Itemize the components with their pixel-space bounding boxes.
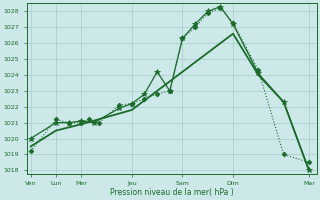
X-axis label: Pression niveau de la mer( hPa ): Pression niveau de la mer( hPa ) [110,188,234,197]
